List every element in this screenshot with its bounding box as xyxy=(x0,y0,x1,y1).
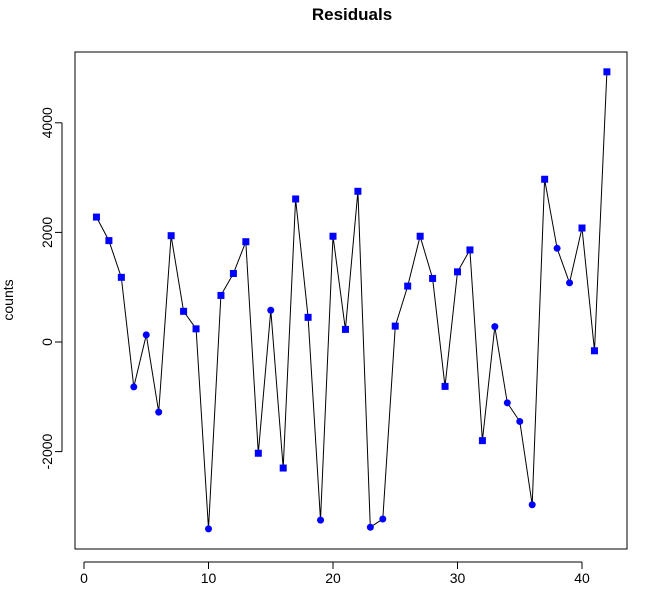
data-point xyxy=(155,408,163,416)
data-point xyxy=(441,382,449,390)
data-point xyxy=(528,501,536,509)
data-point xyxy=(205,525,212,533)
x-tick-label: 40 xyxy=(574,570,590,586)
series-line xyxy=(96,71,608,529)
y-axis: -2000 0 2000 4000 xyxy=(39,107,63,470)
data-point xyxy=(192,325,200,333)
data-point xyxy=(578,224,586,232)
data-point xyxy=(516,417,524,425)
x-tick-label: 20 xyxy=(325,570,341,586)
y-tick-label: 2000 xyxy=(39,217,55,248)
data-point xyxy=(92,213,100,221)
plot-frame xyxy=(74,51,628,550)
data-point xyxy=(491,323,499,331)
y-tick-label: 4000 xyxy=(39,107,55,138)
data-point xyxy=(566,279,574,287)
data-point xyxy=(292,195,300,203)
data-point xyxy=(117,273,125,281)
data-point xyxy=(454,268,461,276)
x-tick-label: 30 xyxy=(450,570,466,586)
y-tick-label: 0 xyxy=(39,338,55,346)
y-axis-label: counts xyxy=(0,279,16,320)
data-point xyxy=(503,399,511,407)
data-point xyxy=(590,347,598,355)
data-point xyxy=(267,306,275,314)
data-point xyxy=(229,270,237,277)
data-point xyxy=(242,238,250,246)
data-point xyxy=(478,437,486,445)
data-point xyxy=(341,325,349,333)
data-point xyxy=(304,313,312,321)
data-point xyxy=(553,244,561,252)
data-point xyxy=(379,515,387,523)
data-point xyxy=(279,464,287,472)
data-point xyxy=(142,331,150,339)
data-point xyxy=(180,307,188,315)
data-point xyxy=(416,232,424,240)
data-point xyxy=(105,237,113,245)
x-axis: 0 10 20 30 40 xyxy=(80,561,590,586)
data-point xyxy=(404,282,412,290)
data-point xyxy=(254,449,262,457)
data-point xyxy=(391,322,399,330)
y-tick-label: -2000 xyxy=(39,433,55,469)
data-point xyxy=(466,246,474,254)
data-point xyxy=(217,291,225,299)
x-tick-label: 0 xyxy=(80,570,88,586)
data-point xyxy=(317,516,325,524)
data-point xyxy=(130,383,138,391)
data-point xyxy=(354,187,362,195)
series-markers xyxy=(92,68,611,533)
data-point xyxy=(429,274,437,282)
chart-title: Residuals xyxy=(312,5,392,24)
data-point xyxy=(167,232,175,240)
data-point xyxy=(603,68,611,76)
data-point xyxy=(329,232,337,240)
data-point xyxy=(366,523,374,531)
data-point xyxy=(541,175,549,183)
x-tick-label: 10 xyxy=(201,570,217,586)
